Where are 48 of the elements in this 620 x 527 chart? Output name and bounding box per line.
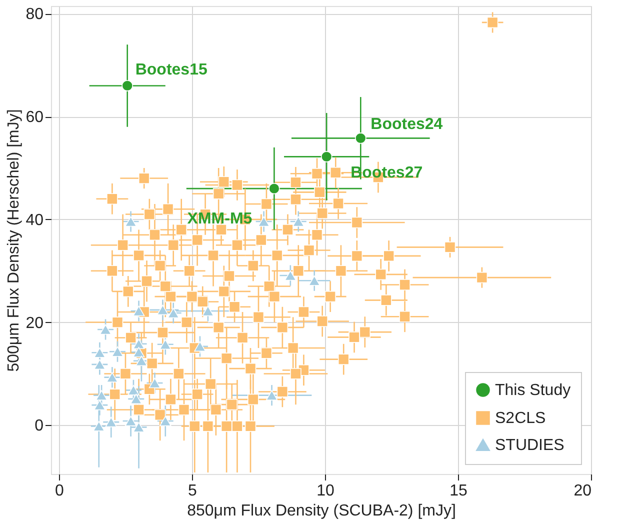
point <box>128 385 140 396</box>
point <box>258 216 270 227</box>
legend-label: STUDIES <box>495 437 564 454</box>
y-tick-label: 80 <box>26 6 44 24</box>
point <box>94 359 106 370</box>
point <box>320 151 332 162</box>
y-tick-label: 60 <box>26 109 44 126</box>
point <box>284 270 296 281</box>
point <box>266 390 278 400</box>
point <box>132 338 145 350</box>
point <box>148 378 161 388</box>
annotation: Bootes15 <box>135 62 208 79</box>
y-tick-label: 40 <box>26 212 44 229</box>
point <box>292 216 304 227</box>
point <box>124 416 137 426</box>
y-axis-title: 500μm Flux Density (Herschel) [mJy] <box>6 109 23 372</box>
x-tick-label: 20 <box>574 482 592 500</box>
legend-label: This Study <box>495 382 571 399</box>
point <box>96 390 108 400</box>
x-tick-label: 15 <box>450 482 468 500</box>
point <box>156 304 169 316</box>
x-tick-label: 10 <box>316 482 334 500</box>
point <box>132 422 145 432</box>
y-tick-label: 0 <box>34 418 44 435</box>
annotation: Bootes24 <box>370 116 443 134</box>
point <box>122 80 133 92</box>
y-tick-label: 20 <box>26 314 44 332</box>
legend-label: S2CLS <box>495 410 546 427</box>
point <box>132 346 145 358</box>
point <box>308 275 320 286</box>
point <box>136 356 148 366</box>
x-axis-title: 850μm Flux Density (SCUBA-2) [mJy] <box>187 502 456 520</box>
point <box>354 132 366 144</box>
point <box>160 416 172 426</box>
point <box>268 182 280 194</box>
x-tick-label: 5 <box>188 482 198 500</box>
point <box>130 394 142 404</box>
point <box>202 306 214 316</box>
point <box>160 339 172 350</box>
point <box>167 308 180 318</box>
point <box>105 416 117 428</box>
point <box>124 216 137 227</box>
point <box>106 372 118 382</box>
point <box>94 400 106 410</box>
point <box>194 341 206 352</box>
x-tick-label: 0 <box>55 482 64 500</box>
point <box>93 421 105 432</box>
point <box>100 324 112 335</box>
